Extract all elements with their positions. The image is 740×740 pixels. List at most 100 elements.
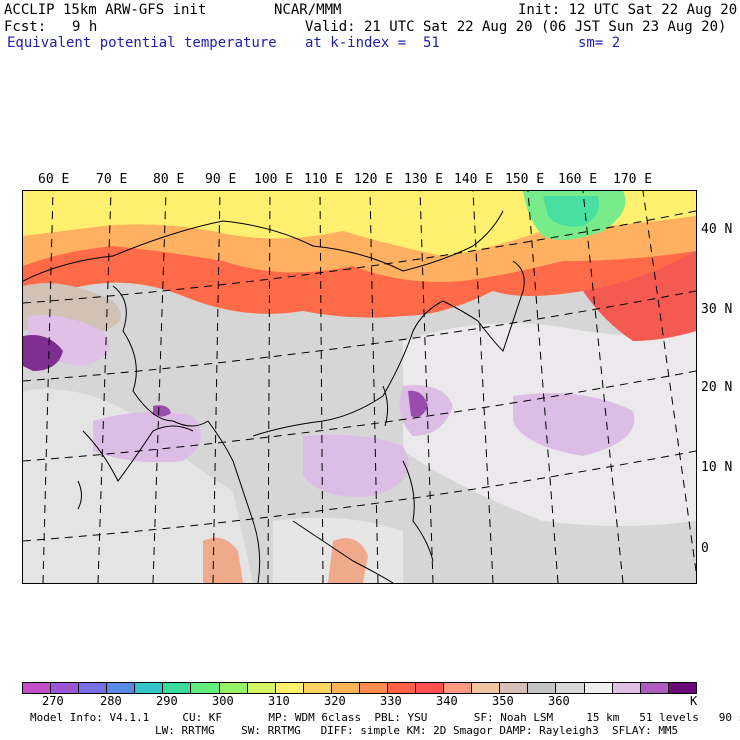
init-time: Init: 12 UTC Sat 22 Aug 20 [518,2,738,18]
lon-label: 80 E [153,172,185,187]
lon-label: 120 E [354,172,394,187]
field-cyan [543,196,599,227]
colorbar-swatch [135,683,164,693]
level-index: at k-index = 51 [305,35,440,51]
lat-label: 10 N [701,460,733,475]
colorbar-swatch [668,683,696,693]
lat-label: 40 N [701,222,733,237]
lon-label: 110 E [304,172,344,187]
colorbar-tick-label: 320 [324,694,346,708]
field-purple [153,405,171,417]
colorbar-unit: K [690,694,698,708]
forecast-hour: 9 h [72,19,98,35]
field-purple [408,390,428,418]
borneo-coast [292,520,394,583]
field-purple [23,335,63,371]
border-line [112,285,209,427]
colorbar-swatch [556,683,585,693]
lon-label: 130 E [404,172,444,187]
sri-lanka-coast [77,480,82,510]
colorbar-swatch [612,683,641,693]
colorbar-swatch [275,683,304,693]
colorbar-swatch [359,683,389,693]
colorbar-swatch [472,683,501,693]
colorbar-swatch [640,683,669,693]
colorbar-tick-label: 280 [100,694,122,708]
colorbar-swatch [528,683,557,693]
indochina-coast [207,420,261,583]
colorbar-swatch [388,683,417,693]
colorbar-swatch [163,683,192,693]
border-line [23,210,504,282]
colorbar-tick-label: 300 [212,694,234,708]
field-name: Equivalent potential temperature [7,35,277,51]
lat-label: 20 N [701,380,733,395]
model-info-line1: Model Info: V4.1.1 CU: KF MP: WDM 6class… [30,711,740,724]
longitude-line [152,191,167,583]
map-canvas [23,191,696,583]
china-coast [252,300,444,437]
colorbar-swatch [584,683,613,693]
colorbar [22,682,697,694]
colorbar-swatch [191,683,220,693]
field-light-gray [23,389,253,583]
theta-e-map [22,190,697,584]
colorbar-tick-label: 330 [380,694,402,708]
longitude-line [419,191,434,583]
latitude-line [23,290,696,382]
graticule [23,191,696,583]
coastlines [23,210,525,583]
longitude-line [582,191,624,583]
longitude-line [369,191,379,583]
lat-label: 0 [701,541,709,556]
forecast-label: Fcst: [4,19,47,35]
colorbar-swatch [51,683,80,693]
longitude-line [267,191,271,583]
lon-label: 100 E [254,172,294,187]
colorbar-tick-label: 310 [268,694,290,708]
lon-label: 60 E [38,172,70,187]
lon-label: 140 E [454,172,494,187]
latitude-line [23,450,696,542]
lon-label: 160 E [558,172,598,187]
lon-label: 170 E [613,172,653,187]
longitude-line [527,191,559,583]
longitude-line [42,191,54,583]
longitude-line [472,191,494,583]
colorbar-swatch [247,683,276,693]
india-coast [82,425,194,482]
colorbar-tick-label: 270 [42,694,64,708]
colorbar-swatch [107,683,136,693]
latitude-line [23,370,696,462]
japan-coast [442,260,525,352]
colorbar-swatch [79,683,108,693]
lon-label: 150 E [505,172,545,187]
longitude-line [212,191,221,583]
colorbar-swatch [444,683,473,693]
colorbar-swatch [23,683,52,693]
philippines-coast [402,460,434,562]
model-info-line2: LW: RRTMG SW: RRTMG DIFF: simple KM: 2D … [155,724,679,737]
field-salmon [328,538,368,583]
lon-label: 90 E [205,172,237,187]
taiwan-coast [382,385,389,427]
field-red [583,251,696,341]
lon-label: 70 E [96,172,128,187]
colorbar-swatch [331,683,360,693]
field-salmon [203,537,243,583]
valid-time: Valid: 21 UTC Sat 22 Aug 20 (06 JST Sun … [305,19,727,35]
colorbar-swatch [416,683,445,693]
longitude-line [319,191,324,583]
field-lilac [513,393,635,456]
field-lilac [93,412,201,463]
lat-label: 30 N [701,302,733,317]
longitude-line [642,191,696,572]
colorbar-tick-label: 360 [548,694,570,708]
field-lilac [303,434,409,497]
institution-label: NCAR/MMM [274,2,342,18]
smoothing-label: sm= 2 [578,35,621,51]
colorbar-swatch [500,683,529,693]
colorbar-tick-label: 290 [156,694,178,708]
colorbar-tick-label: 340 [436,694,458,708]
colorbar-swatch [219,683,248,693]
